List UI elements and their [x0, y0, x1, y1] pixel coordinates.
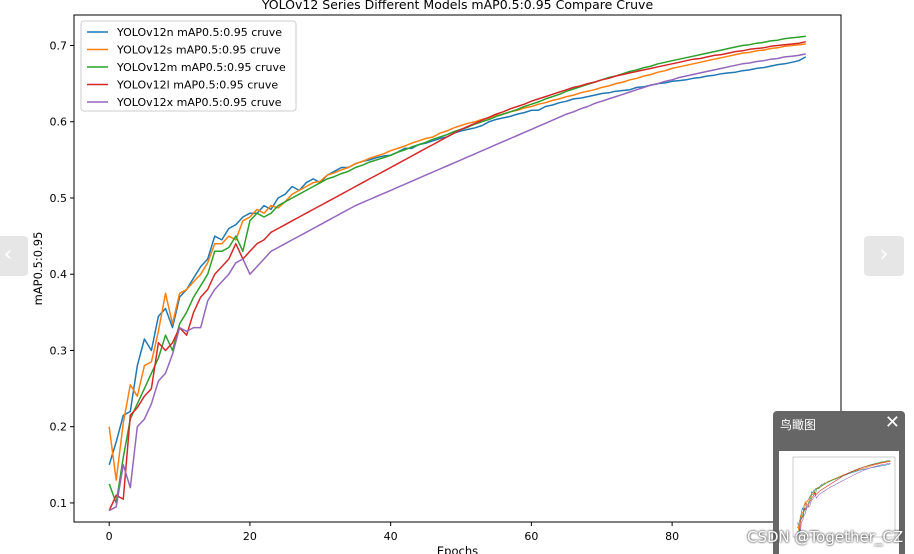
minimap-series-5 [797, 462, 891, 536]
plot-frame [73, 14, 842, 523]
minimap-panel: 鸟瞰图 ✕ [773, 411, 905, 554]
close-icon[interactable]: ✕ [884, 412, 900, 433]
minimap-series-4 [797, 460, 891, 536]
legend-label: YOLOv12n mAP0.5:0.95 cruve [116, 26, 282, 39]
minimap-thumbnail[interactable] [779, 451, 899, 554]
y-tick-label: 0.3 [50, 344, 68, 357]
legend-label: YOLOv12s mAP0.5:0.95 cruve [116, 44, 281, 57]
y-tick-label: 0.4 [50, 268, 68, 281]
previous-image-button[interactable]: ‹ [0, 236, 28, 276]
y-axis-label: mAP0.5:0.95 [31, 232, 45, 306]
minimap-chart-thumbnail [792, 456, 896, 538]
legend-label: YOLOv12m mAP0.5:0.95 cruve [116, 61, 286, 74]
x-tick-label: 80 [665, 530, 679, 543]
y-tick-label: 0.7 [50, 39, 68, 52]
minimap-title: 鸟瞰图 [780, 418, 817, 432]
chart-title: YOLOv12 Series Different Models mAP0.5:0… [261, 0, 654, 12]
legend-box [80, 20, 297, 112]
y-tick-label: 0.2 [50, 421, 68, 434]
next-image-button[interactable]: › [864, 236, 904, 276]
series-line-4 [108, 40, 806, 511]
x-tick-label: 40 [384, 530, 398, 543]
y-tick-label: 0.1 [50, 497, 68, 510]
series-line-2 [108, 43, 806, 481]
series-line-5 [108, 53, 806, 512]
x-tick-label: 20 [243, 530, 257, 543]
legend: YOLOv12n mAP0.5:0.95 cruve YOLOv12s mAP0.… [80, 20, 297, 112]
minimap-frame [792, 456, 896, 538]
chevron-right-icon: › [879, 242, 889, 267]
minimap-series-2 [797, 461, 891, 531]
x-tick-label: 60 [524, 530, 538, 543]
legend-label: YOLOv12x mAP0.5:0.95 cruve [116, 96, 282, 109]
watermark: CSDN @Together_CZ [747, 528, 904, 546]
legend-label: YOLOv12l mAP0.5:0.95 cruve [116, 79, 278, 92]
x-tick-label: 0 [106, 530, 113, 543]
y-tick-label: 0.5 [50, 192, 68, 205]
chevron-left-icon: ‹ [3, 242, 13, 267]
minimap-series-3 [797, 460, 891, 535]
series-line-1 [108, 56, 807, 466]
y-tick-label: 0.6 [50, 116, 68, 129]
x-axis-label: Epochs [437, 544, 478, 554]
